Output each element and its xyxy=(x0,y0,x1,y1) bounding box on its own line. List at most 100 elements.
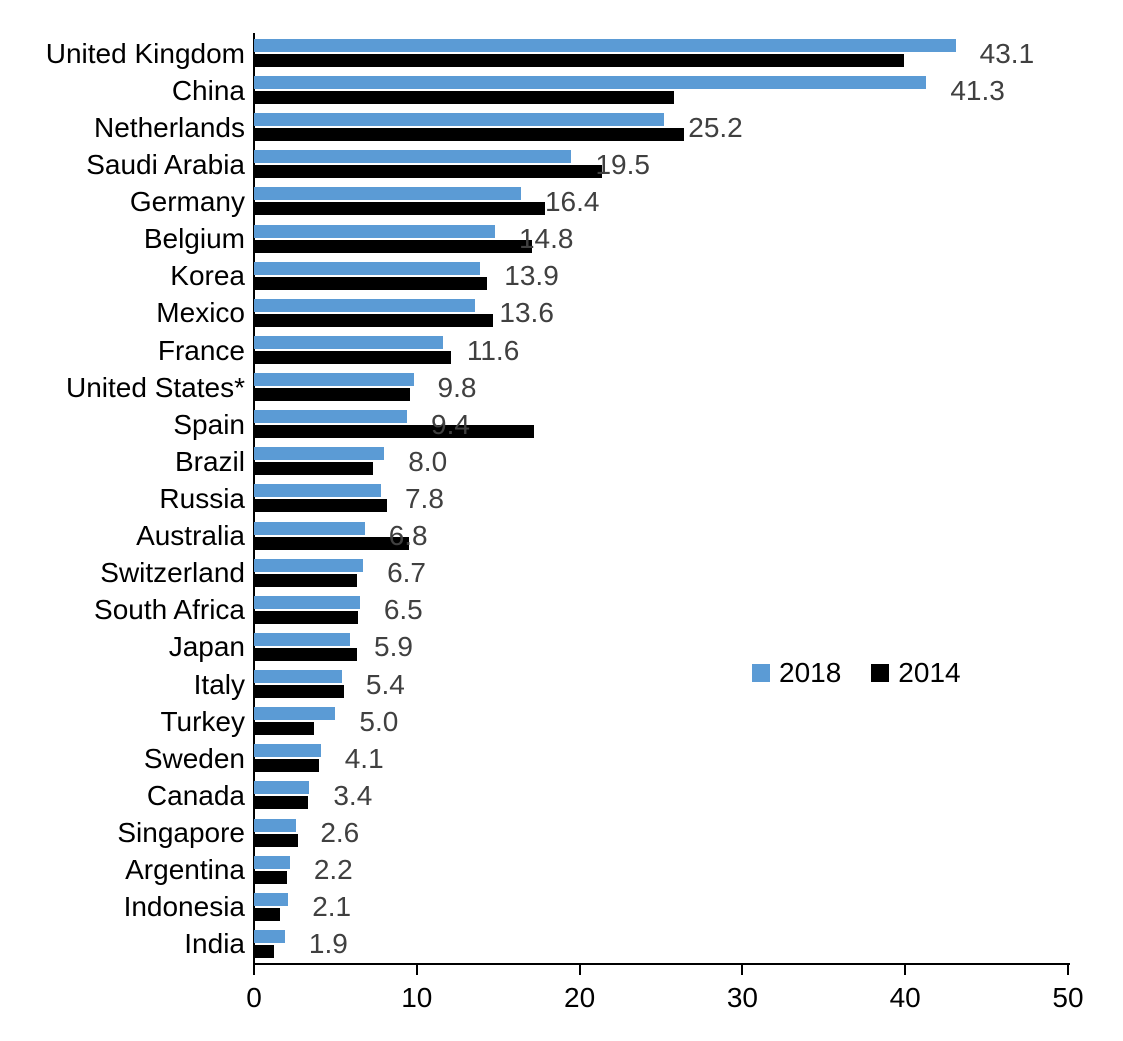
value-label: 13.9 xyxy=(504,260,559,292)
category-label: India xyxy=(184,928,245,960)
bar-2014 xyxy=(254,573,357,587)
chart-row: Singapore 2.6 xyxy=(0,815,1123,852)
legend-label-2014: 2014 xyxy=(898,657,961,688)
bar-2014 xyxy=(254,722,315,736)
bar-2014 xyxy=(254,276,487,290)
chart-row: Korea 13.9 xyxy=(0,258,1123,295)
bar-2018 xyxy=(254,298,476,312)
x-tick-label: 40 xyxy=(889,982,921,1013)
bar-2014 xyxy=(254,796,308,810)
bar-2014 xyxy=(254,759,320,773)
category-label: Argentina xyxy=(125,854,245,886)
value-label: 9.4 xyxy=(431,408,470,440)
category-label: Sweden xyxy=(143,742,245,774)
value-label: 3.4 xyxy=(333,779,373,811)
chart-row: Indonesia 2.1 xyxy=(0,889,1123,926)
bar-2014 xyxy=(254,685,344,699)
value-label: 43.1 xyxy=(979,37,1035,69)
chart-row: Germany 16.4 xyxy=(0,183,1123,220)
legend: 2018 2014 xyxy=(752,655,961,691)
bar-2018 xyxy=(254,76,927,90)
x-axis-line xyxy=(253,963,1070,965)
x-tick-label: 0 xyxy=(246,982,262,1013)
x-tick-mark xyxy=(415,965,418,975)
bar-2018 xyxy=(254,39,956,52)
bar-2014 xyxy=(254,425,535,439)
legend-label-2018: 2018 xyxy=(779,657,842,688)
bar-2014 xyxy=(254,462,373,476)
value-label: 2.1 xyxy=(312,891,352,923)
chart-row: Mexico 13.6 xyxy=(0,295,1123,332)
category-label: Belgium xyxy=(143,223,245,255)
value-label: 4.1 xyxy=(344,742,384,774)
chart-row: France 11.6 xyxy=(0,332,1123,369)
x-tick-label: 30 xyxy=(726,982,758,1013)
bar-2018 xyxy=(254,595,360,609)
category-label: Japan xyxy=(168,631,245,663)
bar-2014 xyxy=(254,388,411,402)
bar-2018 xyxy=(254,187,521,201)
category-label: United States* xyxy=(66,371,245,403)
value-label: 5.9 xyxy=(374,631,413,663)
bar-2014 xyxy=(254,499,388,513)
bar-2018 xyxy=(254,447,385,461)
bar-2018 xyxy=(254,892,289,906)
x-tick-label: 50 xyxy=(1052,982,1084,1013)
bar-2018 xyxy=(254,670,342,684)
bar-2014 xyxy=(254,202,546,216)
category-label: Korea xyxy=(170,260,245,292)
chart-row: Sweden 4.1 xyxy=(0,740,1123,777)
legend-item-2014: 2014 xyxy=(871,657,961,689)
value-label: 11.6 xyxy=(466,334,520,366)
bar-2018 xyxy=(254,113,665,127)
category-label: Brazil xyxy=(174,445,245,477)
bar-2014 xyxy=(254,647,357,661)
value-label: 6.7 xyxy=(387,557,426,589)
category-label: Singapore xyxy=(117,817,245,849)
bar-2014 xyxy=(254,128,684,142)
value-label: 2.6 xyxy=(320,817,360,849)
legend-swatch-2014 xyxy=(871,664,890,682)
value-label: 25.2 xyxy=(688,111,743,143)
bar-2018 xyxy=(254,632,351,646)
bar-2018 xyxy=(254,707,336,721)
bar-2014 xyxy=(254,944,274,958)
value-label: 6.8 xyxy=(388,520,428,552)
category-label: South Africa xyxy=(94,594,245,626)
value-label: 5.4 xyxy=(365,668,405,700)
bar-2014 xyxy=(254,610,359,624)
value-label: 8.0 xyxy=(408,445,448,477)
category-label: United Kingdom xyxy=(45,37,245,69)
bar-2018 xyxy=(254,335,443,349)
category-label: China xyxy=(171,74,245,106)
bar-2018 xyxy=(254,261,481,275)
x-tick-label: 10 xyxy=(401,982,433,1013)
bar-2014 xyxy=(254,165,603,179)
legend-item-2018: 2018 xyxy=(752,657,841,689)
value-label: 41.3 xyxy=(950,74,1005,106)
y-axis-line xyxy=(253,33,255,965)
category-label: Indonesia xyxy=(123,891,245,923)
x-tick-mark xyxy=(741,965,744,975)
bar-2018 xyxy=(254,373,414,387)
chart-row: United States* 9.8 xyxy=(0,369,1123,406)
bar-2018 xyxy=(254,484,381,498)
category-label: Netherlands xyxy=(94,111,245,143)
category-label: Turkey xyxy=(160,705,245,737)
category-label: France xyxy=(157,334,245,366)
bar-2018 xyxy=(254,558,364,572)
x-tick-label: 20 xyxy=(564,982,596,1013)
bar-2018 xyxy=(254,224,495,238)
category-label: Canada xyxy=(146,779,245,811)
chart-row: Japan 5.9 xyxy=(0,629,1123,666)
value-label: 13.6 xyxy=(499,297,554,329)
bar-2018 xyxy=(254,818,297,832)
chart-row: Australia 6.8 xyxy=(0,518,1123,555)
value-label: 7.8 xyxy=(404,482,444,514)
plot-area: United Kingdom 43.1 China 41.3 Netherlands 25… xyxy=(0,35,1123,963)
bar-2018 xyxy=(254,929,285,943)
bar-2014 xyxy=(254,91,675,105)
value-label: 14.8 xyxy=(518,223,574,255)
category-label: Switzerland xyxy=(100,557,245,589)
